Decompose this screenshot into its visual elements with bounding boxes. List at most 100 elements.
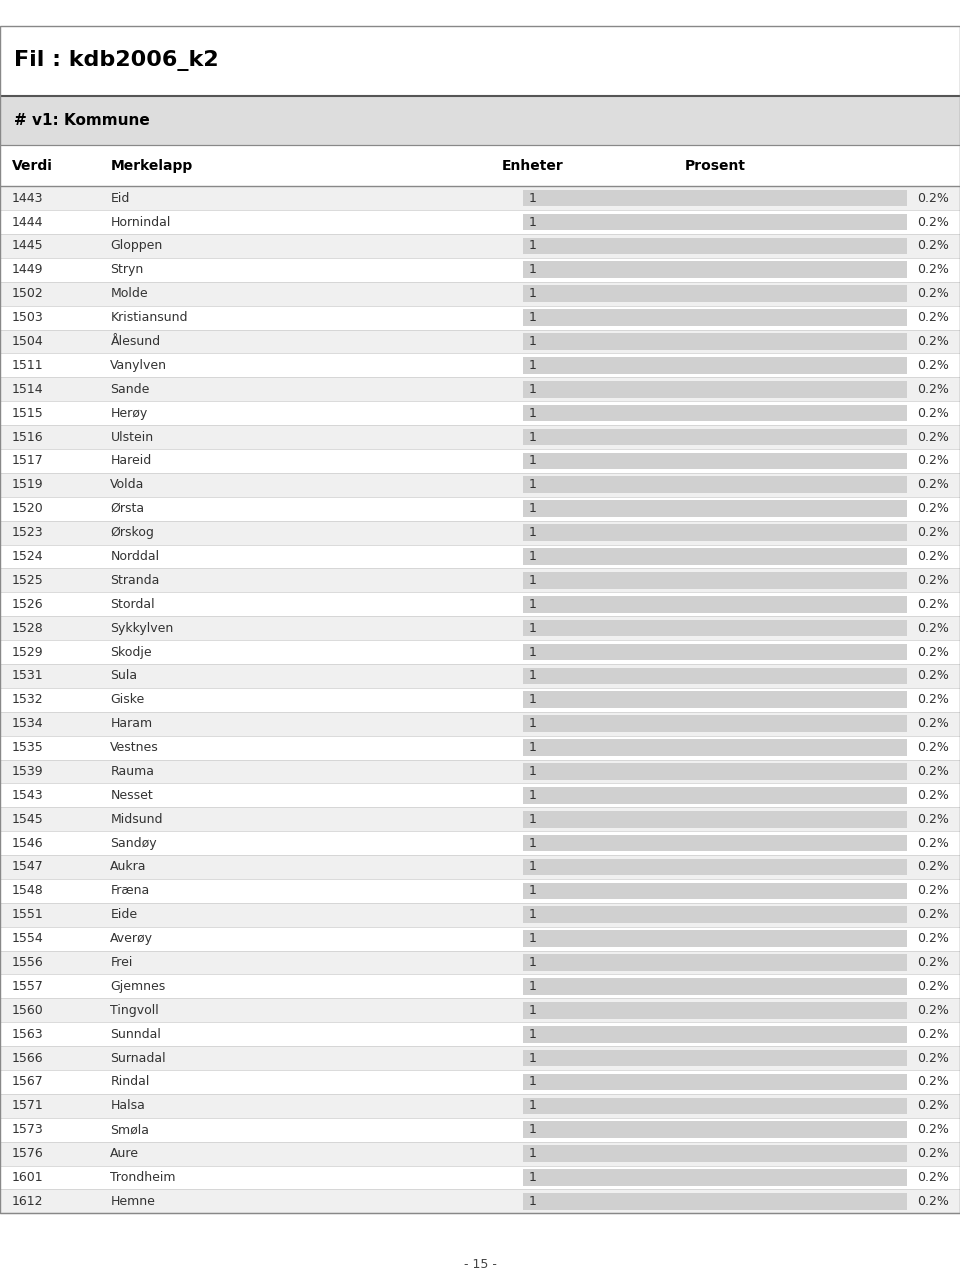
Text: 1546: 1546 [12,837,43,850]
Text: Enheter: Enheter [502,159,564,172]
Text: 0.2%: 0.2% [917,980,948,993]
Text: 1: 1 [529,1027,537,1041]
Text: Sykkylven: Sykkylven [110,621,174,634]
FancyBboxPatch shape [523,285,907,302]
Text: 1525: 1525 [12,574,43,587]
Text: 1: 1 [529,430,537,443]
Text: Stranda: Stranda [110,574,159,587]
FancyBboxPatch shape [0,258,960,281]
Text: Giske: Giske [110,693,145,706]
Text: 1: 1 [529,788,537,801]
Text: Rindal: Rindal [110,1076,150,1089]
Text: 0.2%: 0.2% [917,837,948,850]
FancyBboxPatch shape [0,425,960,449]
FancyBboxPatch shape [523,452,907,469]
Text: 1543: 1543 [12,788,43,801]
FancyBboxPatch shape [523,907,907,923]
Text: 1612: 1612 [12,1195,43,1208]
Text: Herøy: Herøy [110,407,148,420]
FancyBboxPatch shape [0,950,960,975]
Text: Sandøy: Sandøy [110,837,157,850]
FancyBboxPatch shape [523,978,907,995]
FancyBboxPatch shape [0,592,960,616]
Text: 1: 1 [529,932,537,945]
Text: Norddal: Norddal [110,550,159,562]
Text: 1: 1 [529,885,537,898]
Text: 1: 1 [529,239,537,253]
FancyBboxPatch shape [523,213,907,230]
FancyBboxPatch shape [0,497,960,520]
Text: Ørskog: Ørskog [110,526,155,539]
FancyBboxPatch shape [0,975,960,999]
FancyBboxPatch shape [0,186,960,211]
Text: Fræna: Fræna [110,885,150,898]
FancyBboxPatch shape [0,544,960,569]
Text: 0.2%: 0.2% [917,1124,948,1136]
Text: 0.2%: 0.2% [917,788,948,801]
Text: 1515: 1515 [12,407,43,420]
Text: 1528: 1528 [12,621,43,634]
Text: - 15 -: - 15 - [464,1258,496,1271]
Text: 1: 1 [529,1147,537,1161]
Text: 1514: 1514 [12,383,43,395]
FancyBboxPatch shape [523,262,907,279]
Text: 0.2%: 0.2% [917,1027,948,1041]
Text: 1511: 1511 [12,358,43,372]
Text: 1: 1 [529,550,537,562]
Text: 0.2%: 0.2% [917,430,948,443]
Text: 0.2%: 0.2% [917,1052,948,1064]
Text: 0.2%: 0.2% [917,478,948,492]
Text: 0.2%: 0.2% [917,1099,948,1112]
FancyBboxPatch shape [523,238,907,254]
Text: 1: 1 [529,502,537,515]
Text: 1517: 1517 [12,455,43,467]
Text: 1: 1 [529,1052,537,1064]
Text: Skodje: Skodje [110,646,152,659]
FancyBboxPatch shape [523,668,907,684]
Text: 1531: 1531 [12,669,43,682]
Text: Volda: Volda [110,478,145,492]
Text: 1: 1 [529,741,537,754]
FancyBboxPatch shape [523,691,907,709]
Text: Kristiansund: Kristiansund [110,311,188,324]
FancyBboxPatch shape [523,1170,907,1186]
Text: Trondheim: Trondheim [110,1171,176,1184]
Text: Hornindal: Hornindal [110,216,171,229]
FancyBboxPatch shape [523,1098,907,1115]
Text: Fil : kdb2006_k2: Fil : kdb2006_k2 [14,50,219,72]
Text: 1503: 1503 [12,311,43,324]
Text: 1576: 1576 [12,1147,43,1161]
Text: 1601: 1601 [12,1171,43,1184]
Text: Hareid: Hareid [110,455,152,467]
FancyBboxPatch shape [523,740,907,756]
Text: 0.2%: 0.2% [917,526,948,539]
Text: Aure: Aure [110,1147,139,1161]
Text: 0.2%: 0.2% [917,239,948,253]
Text: 1502: 1502 [12,288,43,300]
Text: 1519: 1519 [12,478,43,492]
Text: 1: 1 [529,1099,537,1112]
Text: 1563: 1563 [12,1027,43,1041]
Text: 1556: 1556 [12,957,43,969]
Text: Eide: Eide [110,908,137,922]
Text: 0.2%: 0.2% [917,335,948,348]
FancyBboxPatch shape [523,859,907,876]
FancyBboxPatch shape [0,831,960,855]
Text: 0.2%: 0.2% [917,1076,948,1089]
Text: 1444: 1444 [12,216,43,229]
Text: 1526: 1526 [12,598,43,611]
FancyBboxPatch shape [0,1189,960,1213]
FancyBboxPatch shape [523,643,907,660]
Text: 0.2%: 0.2% [917,860,948,873]
Text: 1: 1 [529,598,537,611]
Text: 0.2%: 0.2% [917,263,948,276]
Text: 1: 1 [529,813,537,826]
FancyBboxPatch shape [0,1094,960,1118]
Text: 1: 1 [529,383,537,395]
Text: 1: 1 [529,1004,537,1017]
FancyBboxPatch shape [0,330,960,353]
Text: Rauma: Rauma [110,765,155,778]
Text: 1: 1 [529,216,537,229]
Text: 0.2%: 0.2% [917,1195,948,1208]
FancyBboxPatch shape [0,927,960,950]
